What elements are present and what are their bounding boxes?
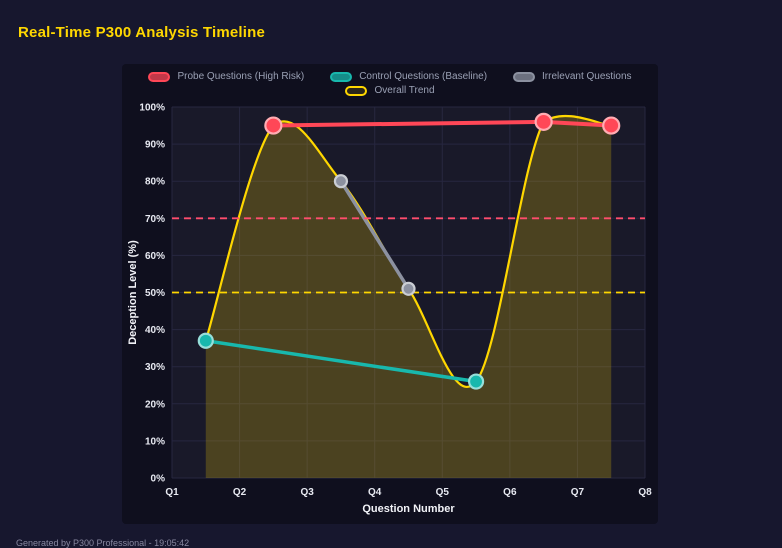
legend-label-control: Control Questions (Baseline) [359, 71, 488, 82]
y-axis-title: Deception Level (%) [127, 240, 139, 345]
y-tick-label: 0% [151, 474, 166, 485]
legend-item-probe[interactable]: Probe Questions (High Risk) [148, 71, 304, 82]
data-point[interactable] [197, 332, 214, 349]
series-line [204, 338, 478, 384]
chart-svg: Q1 Q2 Q3 Q4 Q5 Q6 Q7 Q8 0% 10% 20% 30% 40% 50% 60% 70% 8… [127, 103, 652, 516]
y-tick-label: 70% [145, 214, 165, 225]
y-tick-label: 10% [145, 436, 165, 447]
x-tick-label: Q1 [165, 487, 179, 498]
x-axis-title: Question Number [362, 503, 455, 515]
data-point[interactable] [602, 116, 621, 135]
x-tick-label: Q2 [233, 487, 247, 498]
legend-row-1: Probe Questions (High Risk) Control Ques… [148, 71, 632, 82]
y-tick-label: 100% [139, 103, 165, 114]
y-tick-label: 50% [145, 288, 165, 299]
legend-item-irrelevant[interactable]: Irrelevant Questions [513, 71, 632, 82]
legend-label-trend: Overall Trend [374, 85, 435, 96]
x-tick-label: Q8 [638, 487, 652, 498]
data-point[interactable] [401, 281, 416, 296]
legend-row-2: Overall Trend [345, 85, 435, 96]
control-swatch-icon [330, 71, 353, 82]
y-tick-label: 90% [145, 140, 165, 151]
x-tick-label: Q6 [503, 487, 517, 498]
chart-panel: Q1 Q2 Q3 Q4 Q5 Q6 Q7 Q8 0% 10% 20% 30% 40% 50% 60% 70% 8… [122, 64, 658, 524]
y-tick-label: 80% [145, 177, 165, 188]
data-point[interactable] [534, 112, 553, 131]
irrelevant-swatch-icon [513, 71, 536, 82]
data-point[interactable] [333, 174, 349, 189]
x-tick-label: Q5 [436, 487, 450, 498]
page-title: Real-Time P300 Analysis Timeline [18, 24, 266, 41]
y-tick-label: 30% [145, 362, 165, 373]
y-tick-label: 40% [145, 325, 165, 336]
series-line [339, 179, 411, 291]
chart-legend: Probe Questions (High Risk) Control Ques… [122, 71, 658, 96]
x-tick-label: Q4 [368, 487, 382, 498]
data-point[interactable] [264, 116, 283, 135]
probe-swatch-icon [148, 71, 171, 82]
legend-label-irrelevant: Irrelevant Questions [542, 71, 632, 82]
trend-swatch-icon [345, 85, 368, 96]
legend-label-probe: Probe Questions (High Risk) [177, 71, 305, 82]
footer-note: Generated by P300 Professional - 19:05:4… [16, 538, 190, 548]
trend-area-fill [205, 115, 612, 478]
y-tick-label: 20% [145, 399, 165, 410]
x-tick-label: Q7 [571, 487, 585, 498]
legend-item-trend[interactable]: Overall Trend [345, 85, 435, 96]
y-tick-label: 60% [145, 251, 165, 262]
legend-item-control[interactable]: Control Questions (Baseline) [330, 71, 487, 82]
x-tick-label: Q3 [300, 487, 314, 498]
data-point[interactable] [467, 373, 485, 390]
